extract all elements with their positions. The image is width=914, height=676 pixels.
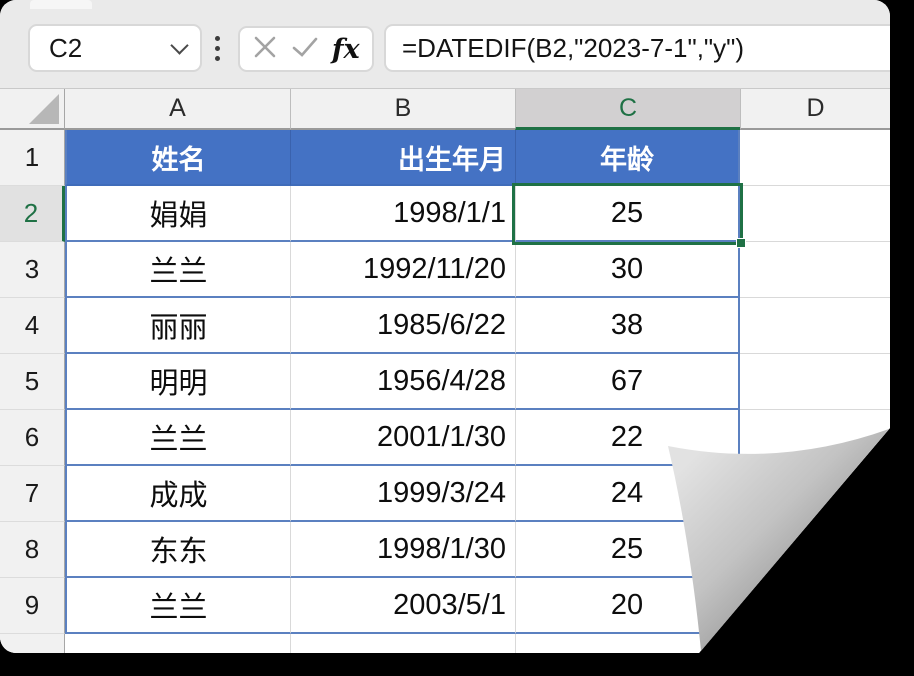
enter-check-icon[interactable]	[291, 34, 319, 65]
cell-C6[interactable]: 22	[515, 410, 740, 466]
row-header-6[interactable]: 6	[0, 410, 65, 466]
cell-D4[interactable]	[740, 298, 890, 354]
formula-bar[interactable]: =DATEDIF(B2,"2023-7-1","y")	[384, 24, 890, 72]
sheet-row-8: 8 东东 1998/1/30 25	[0, 522, 890, 578]
sheet-row-1: 1 姓名 出生年月 年龄	[0, 130, 890, 186]
cell-D7[interactable]	[740, 466, 890, 522]
cell-A2[interactable]: 娟娟	[65, 186, 290, 242]
formula-toolbar: C2 fx =DATEDIF(	[0, 0, 890, 88]
row-header-1[interactable]: 1	[0, 130, 65, 186]
sheet-row-3: 3 兰兰 1992/11/20 30	[0, 242, 890, 298]
cell-D2[interactable]	[740, 186, 890, 242]
cell-B1[interactable]: 出生年月	[290, 130, 515, 186]
column-header-C[interactable]: C	[515, 89, 740, 130]
cell-A1[interactable]: 姓名	[65, 130, 290, 186]
cell-B7[interactable]: 1999/3/24	[290, 466, 515, 522]
cell-C7[interactable]: 24	[515, 466, 740, 522]
cell-A3[interactable]: 兰兰	[65, 242, 290, 298]
row-header-2[interactable]: 2	[0, 186, 65, 242]
column-header-B[interactable]: B	[290, 89, 515, 130]
select-all-corner[interactable]	[0, 89, 65, 130]
name-box-value: C2	[49, 32, 83, 63]
row-header-10[interactable]	[0, 634, 65, 653]
toolbar-separator-dots	[215, 36, 220, 61]
chevron-down-icon[interactable]	[170, 35, 189, 55]
cell-A9[interactable]: 兰兰	[65, 578, 290, 634]
sheet-row-7: 7 成成 1999/3/24 24	[0, 466, 890, 522]
cancel-icon[interactable]	[252, 34, 278, 65]
column-header-D[interactable]: D	[740, 89, 890, 130]
grid-rows: 1 姓名 出生年月 年龄 2 娟娟 1998/1/1 25 3 兰兰 1992/11/20 30 4 丽丽…	[0, 130, 890, 634]
cell-B9[interactable]: 2003/5/1	[290, 578, 515, 634]
sheet-row-2: 2 娟娟 1998/1/1 25	[0, 186, 890, 242]
cell-A7[interactable]: 成成	[65, 466, 290, 522]
cell-C1[interactable]: 年龄	[515, 130, 740, 186]
formula-buttons: fx	[238, 26, 374, 72]
cell-D8[interactable]	[740, 522, 890, 578]
cell-C3[interactable]: 30	[515, 242, 740, 298]
cell-A8[interactable]: 东东	[65, 522, 290, 578]
sheet-row-10-partial	[0, 634, 890, 653]
cell-C5[interactable]: 67	[515, 354, 740, 410]
row-header-8[interactable]: 8	[0, 522, 65, 578]
cell-A4[interactable]: 丽丽	[65, 298, 290, 354]
select-all-triangle-icon	[29, 94, 59, 124]
row-header-3[interactable]: 3	[0, 242, 65, 298]
sheet-row-4: 4 丽丽 1985/6/22 38	[0, 298, 890, 354]
cell-B4[interactable]: 1985/6/22	[290, 298, 515, 354]
ribbon-remnant	[30, 0, 92, 9]
cell-A10[interactable]	[65, 634, 290, 653]
cell-B3[interactable]: 1992/11/20	[290, 242, 515, 298]
cell-D9[interactable]	[740, 578, 890, 634]
cell-D3[interactable]	[740, 242, 890, 298]
sheet-row-5: 5 明明 1956/4/28 67	[0, 354, 890, 410]
cell-C2[interactable]: 25	[515, 186, 740, 242]
row-header-5[interactable]: 5	[0, 354, 65, 410]
cell-D10[interactable]	[740, 634, 890, 653]
name-box[interactable]: C2	[28, 24, 202, 72]
column-header-row: A B C D	[0, 88, 890, 130]
cell-D5[interactable]	[740, 354, 890, 410]
cell-A6[interactable]: 兰兰	[65, 410, 290, 466]
cell-D1[interactable]	[740, 130, 890, 186]
cell-C10[interactable]	[515, 634, 740, 653]
cell-B6[interactable]: 2001/1/30	[290, 410, 515, 466]
column-header-A[interactable]: A	[65, 89, 290, 130]
excel-window: C2 fx =DATEDIF(	[0, 0, 890, 653]
cell-B10[interactable]	[290, 634, 515, 653]
cell-A5[interactable]: 明明	[65, 354, 290, 410]
spreadsheet-grid: A B C D 1 姓名 出生年月 年龄 2 娟娟 1998/1/1 25 3 兰兰 1992/11…	[0, 88, 890, 653]
row-header-4[interactable]: 4	[0, 298, 65, 354]
cell-C9[interactable]: 20	[515, 578, 740, 634]
sheet-row-9: 9 兰兰 2003/5/1 20	[0, 578, 890, 634]
cell-B2[interactable]: 1998/1/1	[290, 186, 515, 242]
cell-B8[interactable]: 1998/1/30	[290, 522, 515, 578]
cell-D6[interactable]	[740, 410, 890, 466]
cell-C4[interactable]: 38	[515, 298, 740, 354]
sheet-row-6: 6 兰兰 2001/1/30 22	[0, 410, 890, 466]
formula-text: =DATEDIF(B2,"2023-7-1","y")	[402, 32, 745, 63]
row-header-9[interactable]: 9	[0, 578, 65, 634]
cell-B5[interactable]: 1956/4/28	[290, 354, 515, 410]
insert-function-icon[interactable]: fx	[331, 33, 360, 65]
cell-C8[interactable]: 25	[515, 522, 740, 578]
row-header-7[interactable]: 7	[0, 466, 65, 522]
